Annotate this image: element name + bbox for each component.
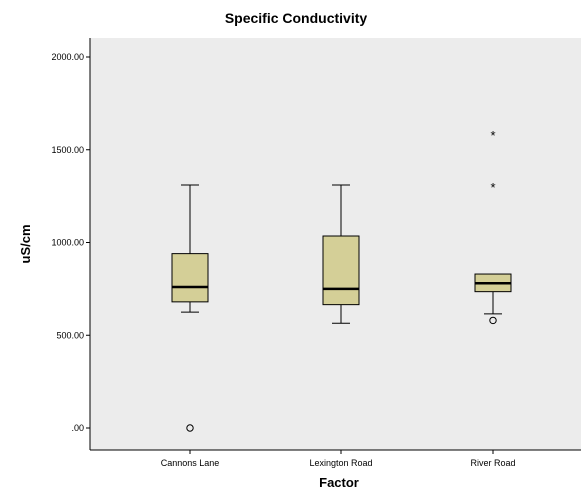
y-tick-label: 1000.00 <box>51 238 84 248</box>
box-iqr <box>171 253 209 303</box>
extreme-point: * <box>490 128 495 143</box>
y-tick-label: .00 <box>71 423 84 433</box>
box-river-road: ** <box>474 128 512 325</box>
extreme-point: * <box>490 180 495 195</box>
y-tick-label: 2000.00 <box>51 52 84 62</box>
box-cannons-lane <box>171 184 209 432</box>
x-tick-label: Lexington Road <box>309 458 372 468</box>
y-axis-title: uS/cm <box>18 224 33 263</box>
x-axis-title: Factor <box>319 475 359 490</box>
y-tick-label: 500.00 <box>56 330 84 340</box>
x-tick-label: Cannons Lane <box>161 458 220 468</box>
y-tick-label: 1500.00 <box>51 145 84 155</box>
outlier-point <box>489 316 497 325</box>
x-tick-label: River Road <box>470 458 515 468</box>
x-ticks: Cannons Lane Lexington Road River Road <box>161 450 516 468</box>
box-lexington-road <box>322 184 360 324</box>
chart-title: Specific Conductivity <box>225 10 368 26</box>
outlier-point <box>186 424 194 432</box>
y-ticks: .00 500.00 1000.00 1500.00 2000.00 <box>51 52 90 433</box>
box-series: ** <box>171 128 512 432</box>
box-iqr <box>322 235 360 306</box>
